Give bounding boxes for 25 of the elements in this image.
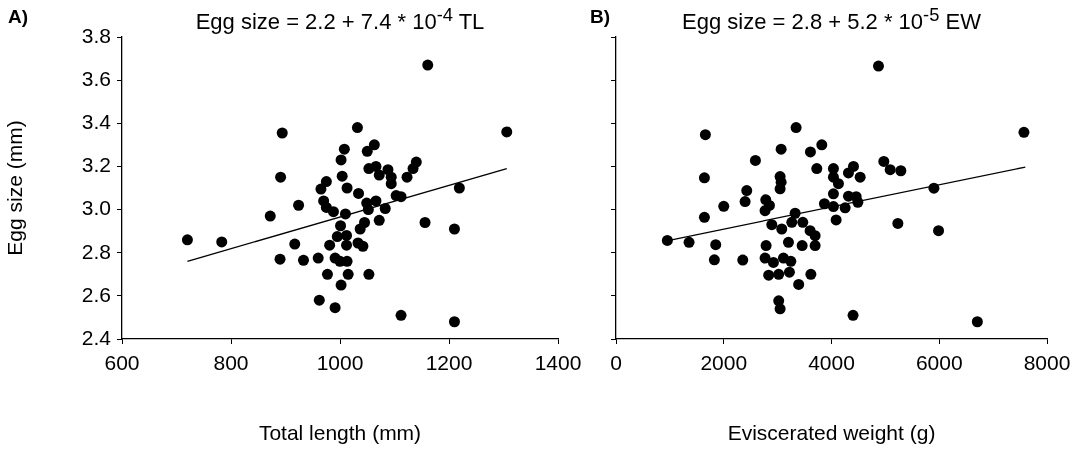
x-tick-label: 1000	[316, 351, 364, 375]
x-tick-label: 4000	[808, 351, 855, 375]
x-tick-label: 2000	[700, 351, 748, 375]
text: A)	[8, 6, 29, 28]
text: B)	[590, 6, 611, 28]
y-tick-label: 3.0	[81, 196, 111, 220]
x-axis-title: Total length (mm)	[258, 421, 422, 445]
y-tick-label: 2.4	[81, 325, 112, 349]
chart-title: Egg size = 2.2 + 7.4 * 10$^{-4}$ TL	[194, 4, 486, 36]
x-axis-title: Eviscerated weight (g)	[727, 421, 936, 445]
y-tick-label: 3.8	[81, 23, 111, 47]
y-tick-label: 3.6	[81, 66, 111, 90]
x-tick-label: 0	[610, 351, 622, 375]
x-tick-label: 1400	[534, 351, 582, 375]
y-axis-title: Egg size (mm)	[3, 120, 27, 256]
y-tick-label: 3.4	[81, 110, 112, 134]
x-tick-label: 8000	[1023, 351, 1071, 375]
x-tick-label: 600	[104, 351, 140, 375]
x-tick-label: 6000	[915, 351, 963, 375]
y-tick-label: 2.8	[81, 239, 111, 263]
chart-title: Egg size = 2.8 + 5.2 * 10$^{-5}$ EW	[681, 4, 982, 36]
y-tick-label: 3.2	[81, 153, 111, 177]
x-tick-label: 800	[213, 351, 249, 375]
x-tick-label: 1200	[425, 351, 473, 375]
y-tick-label: 2.6	[81, 282, 111, 306]
